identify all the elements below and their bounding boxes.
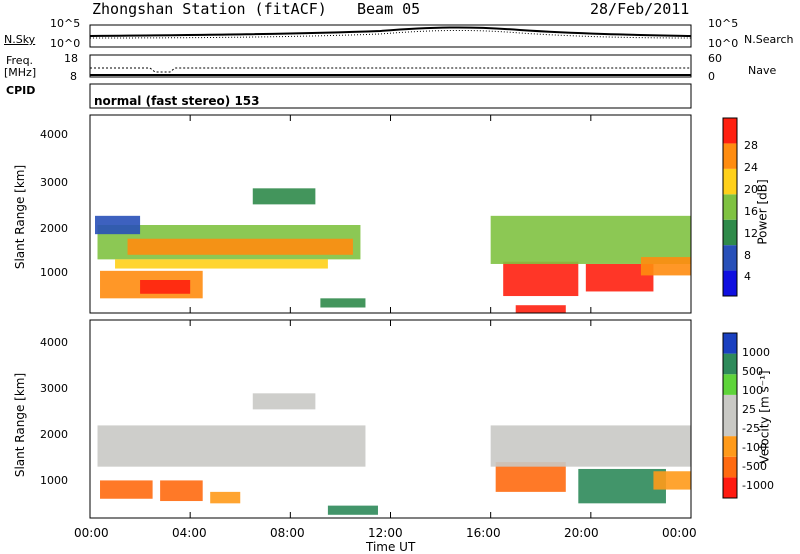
velocity-region-4: [210, 491, 241, 504]
time-tick-marks: [89, 115, 692, 518]
power-cbar-tick-4: 4: [744, 270, 751, 283]
time-tick-6: 00:00: [662, 526, 697, 540]
velocity-region-0: [97, 425, 366, 467]
time-tick-1: 04:00: [172, 526, 207, 540]
velocity-marks: [97, 393, 691, 515]
power-cbar-tick-24: 24: [744, 161, 758, 174]
power-region-5: [95, 215, 141, 235]
power-colorbar: [722, 117, 738, 297]
velocity-cbar-tick-neg500: -500: [742, 460, 767, 473]
velocity-colorbar-segment-1: [723, 456, 737, 478]
power-ytick-4000: 4000: [40, 128, 68, 141]
power-region-10: [490, 215, 691, 264]
power-colorbar-segment-0: [723, 270, 737, 296]
velocity-colorbar-segment-2: [723, 436, 737, 457]
velocity-ytick-3000: 3000: [40, 382, 68, 395]
velocity-region-2: [100, 480, 153, 499]
velocity-cbar-tick-1000: 1000: [742, 346, 770, 359]
cpid-mode: normal (fast stereo) 153: [94, 94, 260, 108]
freq-panel-frame: [89, 54, 692, 78]
power-ytick-3000: 3000: [40, 176, 68, 189]
cpid-label: CPID: [6, 84, 36, 97]
velocity-colorbar-segment-3: [723, 415, 737, 437]
nave-tick-bottom: 0: [708, 70, 715, 83]
velocity-ytick-4000: 4000: [40, 336, 68, 349]
power-cbar-tick-8: 8: [744, 249, 751, 262]
noise-search-label: N.Search: [744, 33, 794, 46]
velocity-region-9: [653, 471, 691, 490]
power-marks: [95, 188, 691, 313]
velocity-colorbar-segment-0: [723, 477, 737, 498]
velocity-region-6: [495, 462, 566, 492]
noise-sky-label: N.Sky: [4, 33, 36, 46]
velocity-region-5: [327, 505, 378, 515]
power-colorbar-segment-4: [723, 168, 737, 195]
cpid-panel-frame: [89, 83, 692, 109]
power-region-6: [252, 188, 316, 205]
time-tick-4: 16:00: [466, 526, 501, 540]
power-ytick-1000: 1000: [40, 266, 68, 279]
freq-label-line2: [MHz]: [4, 66, 37, 79]
power-cbar-tick-16: 16: [744, 205, 758, 218]
power-colorbar-segment-3: [723, 194, 737, 220]
velocity-cbar-tick-neg100: -100: [742, 441, 767, 454]
power-region-1: [127, 238, 353, 255]
velocity-cbar-tick-neg1000: -1000: [742, 479, 774, 492]
velocity-ytick-2000: 2000: [40, 428, 68, 441]
velocity-colorbar-frame: [722, 332, 738, 499]
velocity-ytick-1000: 1000: [40, 474, 68, 487]
velocity-cbar-tick-neg25: -25: [742, 422, 760, 435]
velocity-region-8: [490, 425, 691, 467]
velocity-colorbar-segment-4: [723, 394, 737, 416]
velocity-cbar-tick-500: 500: [742, 365, 763, 378]
power-cbar-tick-12: 12: [744, 227, 758, 240]
power-colorbar-segment-5: [723, 143, 737, 169]
power-region-8: [503, 261, 579, 297]
station-title: Zhongshan Station (fitACF): [92, 0, 327, 18]
velocity-region-1: [252, 393, 316, 410]
beam-label: Beam 05: [357, 0, 421, 18]
date-label: 28/Feb/2011: [590, 0, 690, 18]
power-colorbar-frame: [722, 117, 738, 297]
power-region-7: [320, 298, 366, 308]
freq-label-line1: Freq.: [6, 54, 34, 67]
nave-tick-top: 60: [708, 52, 722, 65]
time-tick-3: 12:00: [368, 526, 403, 540]
time-tick-5: 20:00: [564, 526, 599, 540]
nave-trace: [90, 67, 691, 73]
time-xlabel: Time UT: [366, 540, 416, 554]
noise-tick-bottom-right: 10^0: [708, 37, 739, 50]
power-ytick-2000: 2000: [40, 222, 68, 235]
power-region-2: [115, 259, 328, 269]
noise-tick-top-left: 10^5: [50, 17, 81, 30]
freq-tick-bottom: 8: [70, 70, 77, 83]
time-tick-2: 08:00: [270, 526, 305, 540]
noise-sky-trace: [89, 26, 692, 37]
power-cbar-tick-20: 20: [744, 183, 758, 196]
time-tick-0: 00:00: [74, 526, 109, 540]
velocity-colorbar: [722, 332, 738, 499]
velocity-colorbar-segment-6: [723, 353, 737, 375]
velocity-cbar-tick-100: 100: [742, 384, 763, 397]
noise-tick-top-right: 10^5: [708, 17, 739, 30]
power-colorbar-segment-6: [723, 118, 737, 144]
power-cbar-tick-28: 28: [744, 139, 758, 152]
power-region-12: [515, 305, 566, 313]
power-colorbar-segment-1: [723, 245, 737, 271]
freq-tick-top: 18: [64, 52, 78, 65]
nave-label: Nave: [748, 64, 777, 77]
velocity-region-3: [160, 480, 203, 502]
power-region-4: [140, 280, 191, 294]
noise-tick-bottom-left: 10^0: [50, 37, 81, 50]
velocity-region-7: [578, 468, 666, 504]
power-region-11: [640, 257, 691, 276]
velocity-colorbar-segment-5: [723, 374, 737, 395]
power-colorbar-segment-2: [723, 219, 737, 246]
velocity-cbar-tick-25: 25: [742, 403, 756, 416]
velocity-colorbar-segment-7: [723, 333, 737, 354]
